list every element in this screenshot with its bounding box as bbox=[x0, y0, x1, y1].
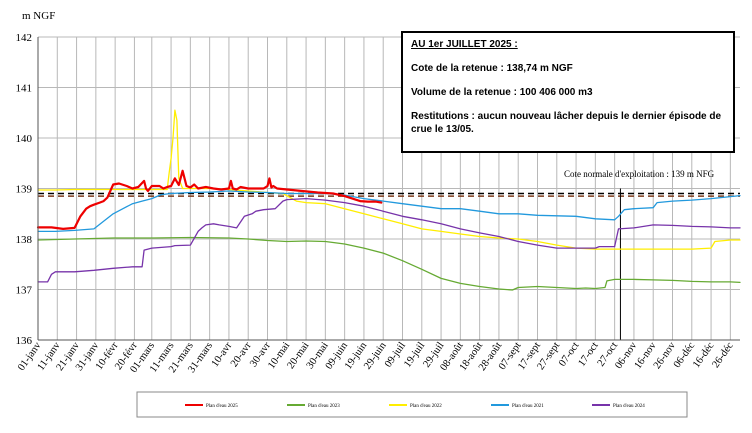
series-line bbox=[37, 109, 741, 250]
chart-axes bbox=[37, 37, 740, 341]
reference-line-label: Cote normale d'exploitation : 139 m NFG bbox=[564, 169, 715, 179]
y-tick-label: 142 bbox=[16, 32, 33, 44]
y-tick-labels: 136 137 138 139 140 141 142 bbox=[16, 32, 33, 347]
y-axis-unit-label: m NGF bbox=[22, 10, 55, 22]
y-tick-label: 141 bbox=[16, 83, 33, 95]
info-releases: Restitutions : aucun nouveau lâcher depu… bbox=[411, 111, 722, 135]
info-reservoir-level: Cote de la retenue : 138,74 m NGF bbox=[411, 63, 573, 74]
y-tick-label: 140 bbox=[16, 133, 33, 145]
info-reservoir-volume: Volume de la retenue : 100 406 000 m3 bbox=[411, 87, 593, 98]
legend-label: Plan d'eau 2025 bbox=[206, 404, 238, 409]
status-info-box: AU 1er JUILLET 2025 : Cote de la retenue… bbox=[401, 31, 735, 153]
series-layer bbox=[36, 109, 741, 291]
y-tick-label: 139 bbox=[16, 184, 33, 196]
y-tick-label: 136 bbox=[16, 335, 33, 347]
info-title: AU 1er JUILLET 2025 : bbox=[411, 39, 518, 50]
legend-label: Plan d'eau 2022 bbox=[410, 404, 442, 409]
legend: Plan d'eau 2025 Plan d'eau 2023 Plan d'eau… bbox=[185, 404, 645, 409]
y-tick-label: 137 bbox=[16, 285, 33, 297]
legend-label: Plan d'eau 2021 bbox=[512, 404, 544, 409]
series-line bbox=[37, 197, 741, 283]
series-line bbox=[36, 169, 383, 230]
y-tick-label: 138 bbox=[16, 234, 33, 246]
series-line bbox=[37, 236, 741, 291]
legend-label: Plan d'eau 2024 bbox=[613, 404, 645, 409]
series-line bbox=[37, 190, 741, 233]
legend-label: Plan d'eau 2023 bbox=[308, 404, 340, 409]
